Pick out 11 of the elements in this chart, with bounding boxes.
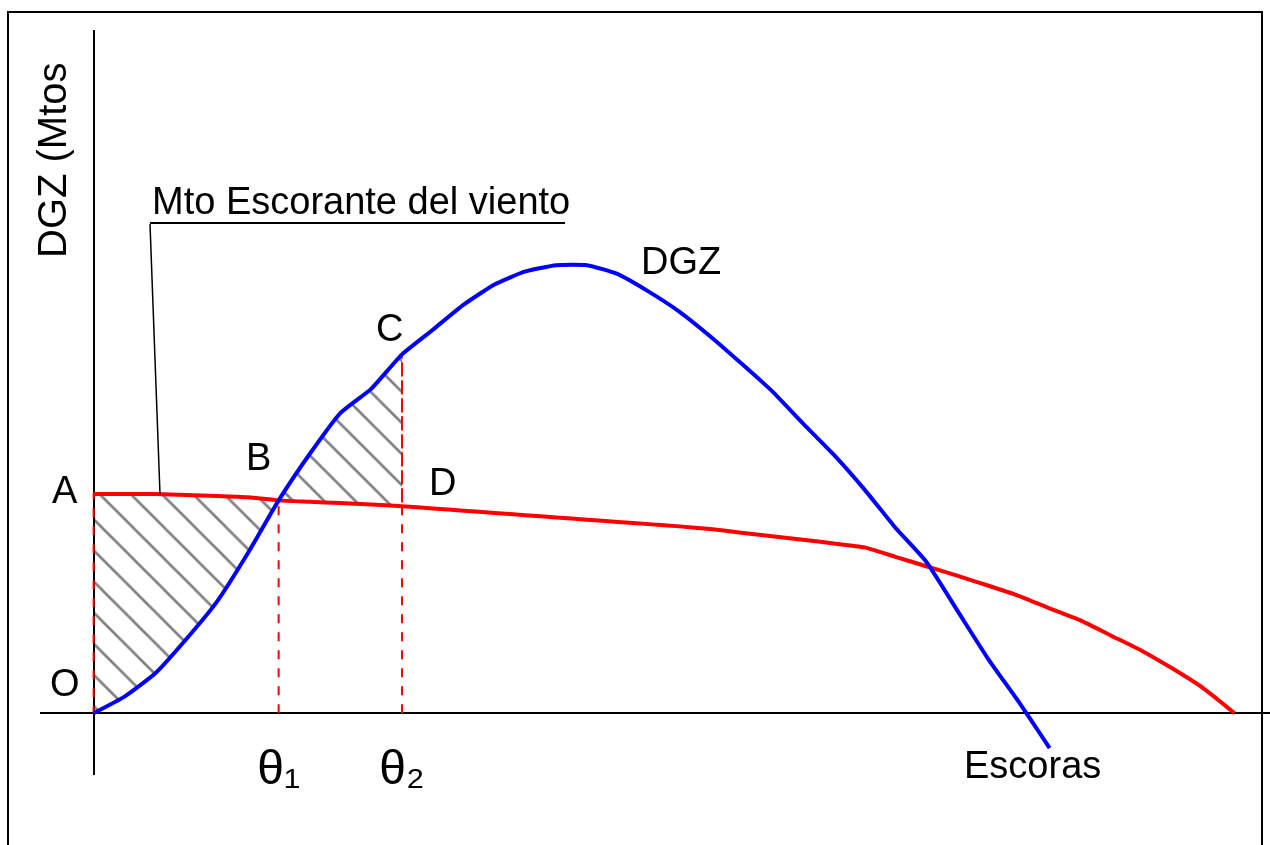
y-axis-title: DGZ (Mtos [30, 62, 74, 258]
annotation: D [429, 461, 457, 503]
text: A [52, 469, 78, 511]
annotation: C [376, 307, 404, 349]
text: Mto Escorante del viento [152, 180, 571, 222]
series-label: DGZ [641, 240, 722, 282]
x-tick-label: θ₂ [379, 741, 425, 794]
x-axis-title: Escoras [964, 744, 1102, 786]
annotation: O [50, 662, 80, 704]
x-tick-label: θ₁ [257, 741, 301, 794]
annotation: B [246, 436, 272, 478]
